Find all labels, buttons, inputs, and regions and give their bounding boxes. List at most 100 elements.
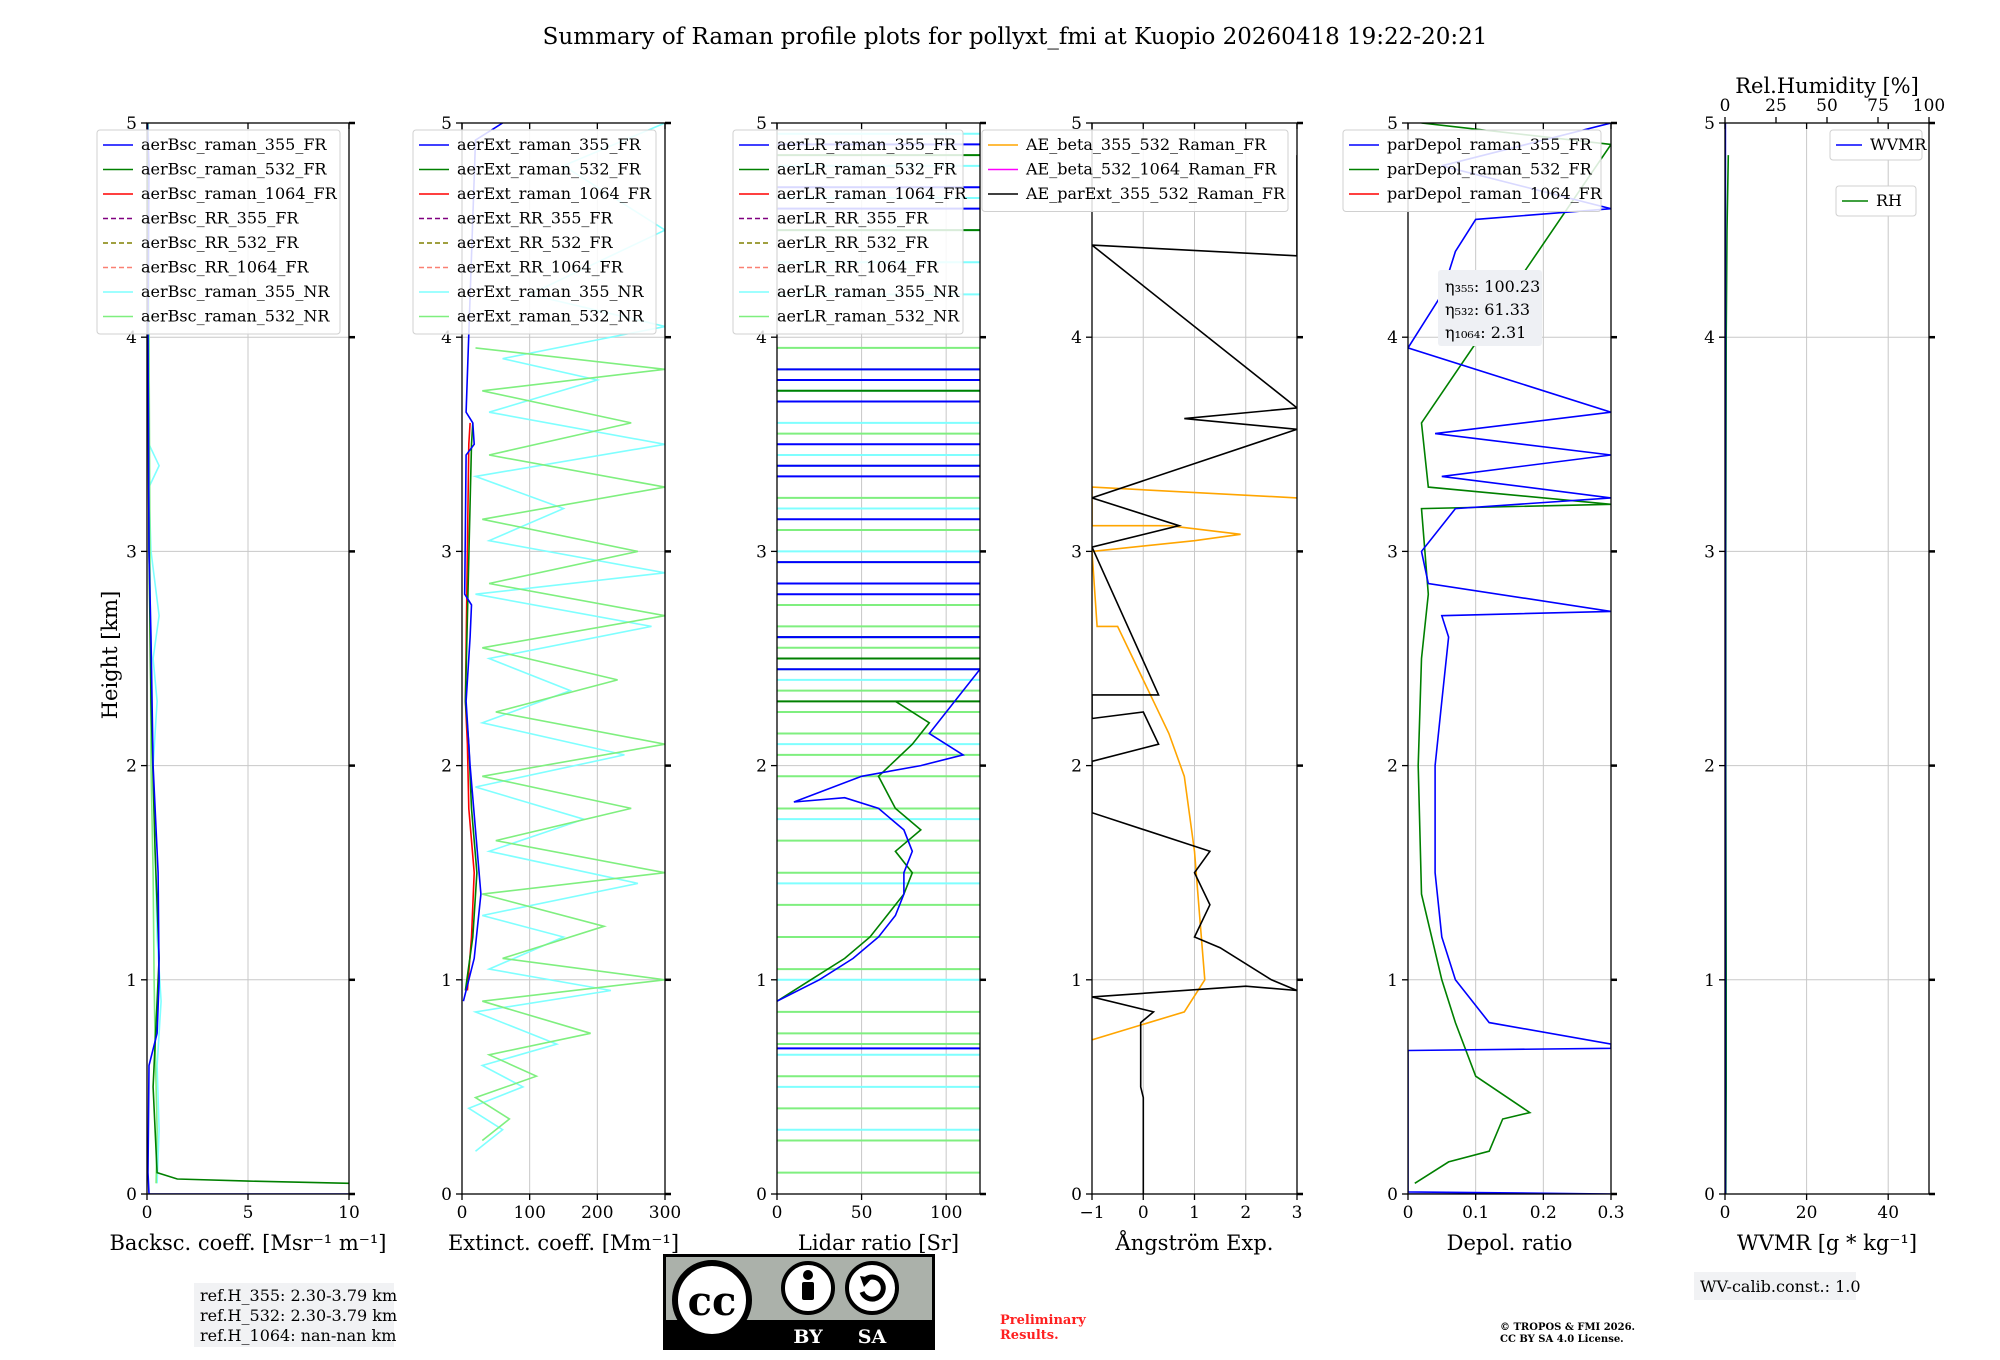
legend-entry: AE_beta_355_532_Raman_FR (1025, 135, 1267, 154)
legend-entry: aerLR_RR_1064_FR (777, 258, 939, 277)
legend-entry: parDepol_raman_532_FR (1387, 160, 1593, 179)
x-tick-label: −1 (1079, 1203, 1104, 1223)
y-tick-label: 5 (441, 114, 452, 134)
x2-tick-label: 25 (1765, 96, 1787, 116)
data-ext (462, 123, 665, 1152)
eta-box: η₃₅₅: 100.23 η₅₃₂: 61.33 η₁₀₆₄: 2.31 (1438, 270, 1542, 346)
y-tick-label: 5 (756, 114, 767, 134)
legend-entry: aerLR_raman_1064_FR (777, 184, 967, 203)
legend-entry: aerBsc_raman_1064_FR (141, 184, 338, 203)
y-tick-label: 2 (1387, 757, 1398, 777)
legend-entry: aerBsc_RR_355_FR (141, 209, 299, 228)
ref-height-532: ref.H_532: 2.30-3.79 km (200, 1306, 397, 1325)
x-tick-label: 0 (142, 1203, 153, 1223)
series-AE_parExt_355_532_Raman_FR (1092, 155, 1297, 1194)
series-aerLR_raman_532_FR (777, 700, 931, 1002)
data-ae (1092, 155, 1297, 1194)
axes-frame-depol (1407, 122, 1612, 1195)
y-tick-label: 5 (1071, 114, 1082, 134)
legend-entry: parDepol_raman_355_FR (1387, 135, 1593, 154)
axes-frame-wv (1724, 122, 1930, 1195)
legend-entry: aerLR_raman_355_FR (777, 135, 957, 154)
legend-entry: RH (1876, 191, 1902, 210)
ticks-ext: 0 100 200 300 0 1 2 3 4 5 (441, 114, 681, 1223)
legend-entry: aerExt_raman_355_FR (457, 135, 642, 154)
grid-wv (1724, 122, 1929, 1195)
y-tick-label: 5 (1387, 114, 1398, 134)
x-tick-label: 0.2 (1530, 1203, 1557, 1223)
y-tick-label: 2 (1071, 757, 1082, 777)
axes-frame-lr (776, 122, 981, 1195)
y-tick-label: 4 (756, 328, 767, 348)
x-axis-label-ae: Ångström Exp. (1115, 1230, 1274, 1255)
y-tick-label: 3 (756, 542, 767, 562)
series-aerExt_raman_1064_FR (464, 422, 476, 991)
legend-entry: aerExt_raman_532_FR (457, 160, 642, 179)
legend-depol: parDepol_raman_355_FR parDepol_raman_532_… (1342, 129, 1603, 212)
x-tick-label: 40 (1877, 1203, 1899, 1223)
legend-entry: aerBsc_raman_532_NR (141, 307, 330, 326)
ticks-bsc: 0 5 10 0 1 2 3 4 5 (126, 114, 360, 1223)
y-tick-label: 0 (1071, 1185, 1082, 1205)
x-tick-label: 200 (581, 1203, 613, 1223)
x-tick-label: 0.3 (1597, 1203, 1624, 1223)
eta-value: η₃₅₅: 100.23 (1445, 277, 1540, 296)
legend-entry: AE_parExt_355_532_Raman_FR (1025, 184, 1286, 203)
y-tick-label: 3 (441, 542, 452, 562)
x-axis-label-lr: Lidar ratio [Sr] (798, 1231, 959, 1255)
legend-wv-0: WVMR (1829, 129, 1927, 161)
legend-bsc: aerBsc_raman_355_FR aerBsc_raman_532_FRae… (96, 129, 341, 335)
y-tick-label: 0 (1704, 1185, 1715, 1205)
ref-heights-box: ref.H_355: 2.30-3.79 km ref.H_532: 2.30-… (194, 1283, 397, 1347)
y-tick-label: 0 (756, 1185, 767, 1205)
panel-bsc: 0 5 10 0 1 2 3 4 5 Backsc. coeff. [Msr⁻¹ m⁻¹] aerB… (96, 114, 387, 1255)
x-tick-label: 300 (649, 1203, 681, 1223)
y-tick-label: 3 (1071, 542, 1082, 562)
x-tick-label: 10 (338, 1203, 360, 1223)
y-tick-label: 1 (126, 971, 137, 991)
preliminary-line-1: Preliminary (1000, 1313, 1086, 1328)
series-aerExt_raman_532_NR (473, 347, 665, 1142)
cc-by-label: BY (793, 1326, 823, 1348)
y-tick-label: 1 (441, 971, 452, 991)
x-tick-label: 2 (1240, 1203, 1251, 1223)
attribution-person-icon (802, 1270, 814, 1300)
legend-ext: aerExt_raman_355_FR aerExt_raman_532_FRae… (412, 129, 657, 335)
series-aerExt_raman_355_NR (467, 123, 665, 1152)
legend-entry: aerLR_RR_532_FR (777, 233, 929, 252)
legend-entry: AE_beta_532_1064_Raman_FR (1025, 160, 1277, 179)
x-axis-label-bsc: Backsc. coeff. [Msr⁻¹ m⁻¹] (110, 1231, 387, 1255)
preliminary-line-2: Results. (1000, 1328, 1059, 1343)
legend-entry: aerBsc_RR_1064_FR (141, 258, 310, 277)
y-axis-label: Height [km] (98, 591, 122, 720)
series-parDepol_raman_532_FR (1414, 123, 1611, 1184)
x-tick-label: 20 (1796, 1203, 1818, 1223)
legend-wv-1: RH (1835, 185, 1917, 217)
cc-sa-label: SA (858, 1326, 887, 1348)
legend-entry: aerExt_raman_532_NR (457, 307, 645, 326)
legend-entry: aerExt_RR_1064_FR (457, 258, 624, 277)
y-tick-label: 0 (441, 1185, 452, 1205)
legend-entry: parDepol_raman_1064_FR (1387, 184, 1603, 203)
y-tick-label: 4 (441, 328, 452, 348)
y-tick-label: 1 (756, 971, 767, 991)
wv-calib-box: WV-calib.const.: 1.0 (1694, 1272, 1861, 1300)
y-tick-label: 0 (1387, 1185, 1398, 1205)
y-tick-label: 4 (126, 328, 137, 348)
y-tick-label: 4 (1704, 328, 1715, 348)
legend-entry: aerLR_raman_532_FR (777, 160, 957, 179)
x-tick-label: 0 (1138, 1203, 1149, 1223)
x2-axis-label-wv: Rel.Humidity [%] (1735, 74, 1919, 98)
x-tick-label: 50 (851, 1203, 873, 1223)
x2-tick-label: 100 (1913, 96, 1945, 116)
eta-value: η₅₃₂: 61.33 (1445, 300, 1530, 319)
legend-entry: aerBsc_RR_532_FR (141, 233, 299, 252)
axes-frame-ext (461, 122, 666, 1195)
figure-title: Summary of Raman profile plots for polly… (543, 24, 1488, 50)
y-tick-label: 3 (1387, 542, 1398, 562)
series-aerBsc_raman_532_NR (147, 123, 158, 1184)
series-aerBsc_raman_355_NR (147, 123, 162, 1184)
